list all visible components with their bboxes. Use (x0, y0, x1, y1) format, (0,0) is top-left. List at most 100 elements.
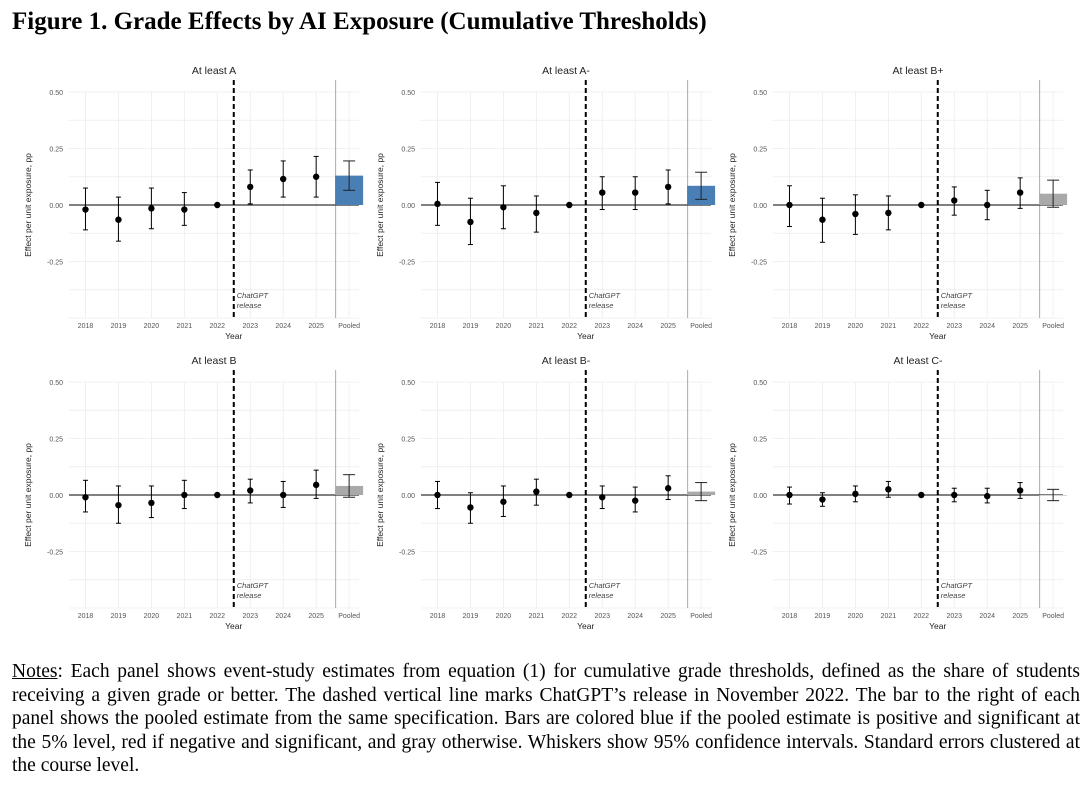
x-tick-label: 2020 (144, 323, 160, 330)
y-tick-label: 0.25 (401, 147, 415, 154)
estimate-point (214, 491, 221, 499)
y-axis-label: Effect per unit exposure, pp (23, 443, 33, 547)
chatgpt-release-annotation: ChatGPT (941, 291, 974, 300)
x-tick-label: 2021 (177, 323, 193, 330)
estimate-point (533, 209, 540, 217)
notes-label: Notes (12, 661, 58, 682)
estimate-point (951, 491, 958, 499)
panel-title: At least A- (542, 65, 590, 77)
figure-notes: Notes: Each panel shows event-study esti… (12, 660, 1080, 778)
y-tick-label: 0.50 (49, 90, 63, 97)
x-tick-label: 2018 (78, 613, 94, 620)
x-axis-label: Year (929, 621, 946, 631)
y-tick-label: 0.25 (49, 147, 63, 154)
x-tick-label: 2023 (242, 613, 258, 620)
x-tick-label: 2024 (275, 323, 291, 330)
x-tick-label: 2025 (308, 613, 324, 620)
estimate-point (467, 218, 474, 226)
x-tick-label: 2018 (430, 323, 446, 330)
y-tick-label: -0.25 (47, 550, 63, 557)
x-tick-label: 2018 (78, 323, 94, 330)
x-tick-label: 2020 (848, 613, 864, 620)
y-tick-label: 0.25 (49, 437, 63, 444)
estimate-point (885, 486, 892, 493)
x-tick-label: 2025 (660, 613, 676, 620)
x-axis-label: Year (577, 621, 594, 631)
y-axis-label: Effect per unit exposure, pp (23, 153, 33, 257)
chatgpt-release-annotation: release (589, 591, 614, 600)
y-tick-label: 0.25 (401, 437, 415, 444)
estimate-point (247, 487, 254, 494)
x-tick-label: 2021 (881, 323, 897, 330)
x-tick-label: 2018 (782, 613, 798, 620)
x-tick-label: 2025 (308, 323, 324, 330)
x-tick-label: 2018 (782, 323, 798, 330)
chatgpt-release-annotation: ChatGPT (237, 291, 270, 300)
estimate-point (115, 501, 122, 509)
x-tick-label: Pooled (690, 613, 712, 620)
x-tick-label: Pooled (690, 323, 712, 330)
estimate-point (599, 494, 606, 501)
chatgpt-release-annotation: release (941, 301, 966, 310)
estimate-point (786, 201, 793, 209)
y-axis-label: Effect per unit exposure, pp (375, 153, 385, 257)
y-tick-label: 0.00 (49, 203, 63, 210)
x-tick-label: 2020 (496, 323, 512, 330)
x-tick-label: 2020 (144, 613, 160, 620)
chatgpt-release-annotation: ChatGPT (589, 291, 622, 300)
x-tick-label: 2020 (496, 613, 512, 620)
y-axis-label: Effect per unit exposure, pp (375, 443, 385, 547)
estimate-point (819, 496, 826, 503)
x-tick-label: 2024 (627, 323, 643, 330)
estimate-point (664, 183, 672, 191)
y-tick-label: 0.00 (753, 203, 767, 210)
y-tick-label: 0.50 (401, 90, 415, 97)
panel-title: At least B+ (892, 65, 943, 77)
estimate-point (984, 201, 991, 209)
estimate-point (819, 216, 826, 223)
estimate-point (500, 498, 507, 505)
estimate-point (599, 189, 606, 196)
estimate-point (632, 189, 639, 196)
x-tick-label: 2024 (979, 613, 995, 620)
x-axis-label: Year (577, 331, 594, 341)
estimate-point (434, 200, 441, 208)
panel-title: At least A (192, 65, 236, 77)
y-axis-label: Effect per unit exposure, pp (727, 443, 737, 547)
x-tick-label: 2019 (463, 613, 479, 620)
x-tick-label: 2020 (848, 323, 864, 330)
x-tick-label: 2023 (594, 323, 610, 330)
x-tick-label: 2021 (177, 613, 193, 620)
y-tick-label: -0.25 (399, 550, 415, 557)
x-tick-label: 2023 (594, 613, 610, 620)
x-tick-label: 2021 (881, 613, 897, 620)
panel-title: At least B (192, 355, 237, 367)
x-tick-label: 2019 (111, 323, 127, 330)
chart-panel-3: At least B+ 0.50 0.25 0.00 -0.25 Effect per u… (727, 65, 1068, 341)
estimate-point (247, 183, 254, 191)
x-tick-label: 2024 (979, 323, 995, 330)
x-tick-label: 2019 (815, 613, 831, 620)
x-tick-label: 2022 (210, 613, 226, 620)
estimate-point (82, 206, 89, 213)
x-tick-label: 2023 (242, 323, 258, 330)
x-axis-label: Year (225, 621, 242, 631)
estimate-point (82, 494, 89, 501)
x-tick-label: 2021 (529, 613, 545, 620)
estimate-point (1016, 487, 1024, 494)
y-tick-label: 0.25 (753, 147, 767, 154)
notes-text: : Each panel shows event-study estimates… (12, 661, 1080, 776)
x-tick-label: 2019 (463, 323, 479, 330)
estimate-point (566, 491, 573, 499)
estimate-point (467, 504, 474, 511)
x-tick-label: 2022 (210, 323, 226, 330)
estimate-point (984, 492, 991, 500)
y-tick-label: -0.25 (751, 260, 767, 267)
estimate-point (566, 201, 573, 209)
x-tick-label: 2019 (111, 613, 127, 620)
x-tick-label: 2024 (275, 613, 291, 620)
estimate-point (115, 216, 122, 223)
chart-panel-5: At least B- 0.50 0.25 0.00 -0.25 Effect per u… (375, 355, 716, 631)
estimate-point (434, 491, 441, 499)
